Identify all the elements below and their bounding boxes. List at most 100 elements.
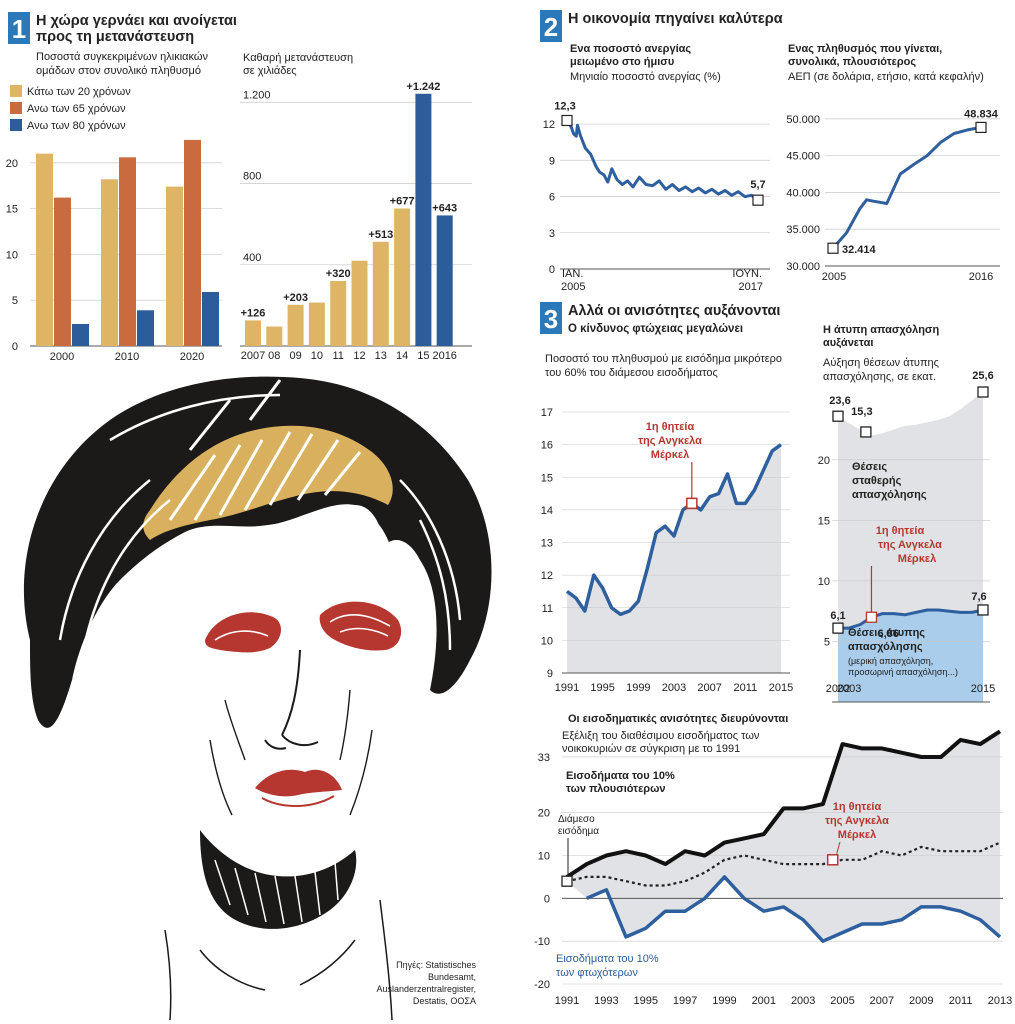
migration-y-tick: 800 xyxy=(243,171,261,183)
gdp-y-tick: 35.000 xyxy=(786,224,820,236)
atypical-chart-subtitle-line2: απασχόλησης, σε εκατ. xyxy=(823,371,936,383)
income-y-tick: 20 xyxy=(538,808,550,820)
age-bar xyxy=(101,179,118,346)
age-bar xyxy=(119,157,136,346)
atypical-end-marker xyxy=(977,604,989,616)
income-chart-subtitle-line2: νοικοκυριών σε σύγκριση με το 1991 xyxy=(562,743,740,755)
poverty-chart-title: Ποσοστό του πληθυσμού με εισόδημα μικρότ… xyxy=(545,353,782,365)
section3-subtitle: Ο κίνδυνος φτώχειας μεγαλώνει xyxy=(568,323,743,335)
gdp-y-tick: 45.000 xyxy=(786,151,820,163)
income-x-tick: 2007 xyxy=(870,995,894,1007)
section3-number-box xyxy=(540,302,562,334)
source-line2: Bundesamt, xyxy=(428,972,476,982)
gdp-y-tick: 40.000 xyxy=(786,187,820,199)
poverty-annotation: 1η θητεία της Ανγκελα Μέρκελ xyxy=(638,421,702,461)
gdp-start-label: 32.414 xyxy=(842,244,877,256)
poverty-chart-title-line2: του 60% του διάμεσου εισοδήματος xyxy=(545,367,718,379)
income-y-tick: -10 xyxy=(534,936,550,948)
poverty-annotation-line3: Μέρκελ xyxy=(651,449,689,461)
atypical-note-line1: (μερική απασχόληση, xyxy=(848,656,933,666)
atypical-chart-title: Η άτυπη απασχόληση xyxy=(823,324,939,336)
migration-x-label: 2007 xyxy=(241,350,265,362)
age-chart-title-line2: ομάδων στον συνολικό πληθυσμό xyxy=(36,65,201,77)
poverty-x-tick: 2011 xyxy=(734,682,758,694)
portrait-hair-gold xyxy=(143,425,393,540)
section2-header: 2 Η οικονομία πηγαίνει καλύτερα xyxy=(540,10,783,42)
atypical-note-line2: προσωρινή απασχόληση...) xyxy=(848,667,958,677)
portrait-lips-lower xyxy=(261,795,335,807)
age-y-tick: 5 xyxy=(12,295,18,307)
migration-chart: Καθαρή μετανάστευση σε χιλιάδες 400 800 1.… xyxy=(240,52,472,362)
gdp-x-start: 2005 xyxy=(822,271,846,283)
income-annotation-line1: 1η θητεία xyxy=(833,801,882,813)
unemployment-chart-title: Ενα ποσοστό ανεργίας xyxy=(570,43,691,55)
atypical-merkel-label: 6,86 xyxy=(877,628,898,640)
migration-value-label: +677 xyxy=(390,196,415,208)
age-legend: Κάτω των 20 χρόνων Ανω των 65 χρόνων Ανω… xyxy=(10,85,131,132)
migration-bar xyxy=(308,302,325,346)
section3-number: 3 xyxy=(544,304,558,334)
portrait-eye-left xyxy=(205,612,282,653)
legend-label-under20: Κάτω των 20 χρόνων xyxy=(27,86,131,98)
migration-x-label: 13 xyxy=(375,350,387,362)
poverty-annotation-line2: της Ανγκελα xyxy=(638,435,702,447)
income-x-tick: 1997 xyxy=(673,995,697,1007)
section1-number-box xyxy=(8,12,30,44)
section2-number-box xyxy=(540,10,562,42)
atypical-merkel-marker xyxy=(865,611,878,623)
legend-swatch-over65 xyxy=(10,102,22,114)
portrait-hair-gold-strands xyxy=(168,379,362,521)
unemployment-end-marker xyxy=(752,194,764,206)
section3-title: Αλλά οι ανισότητες αυξάνονται xyxy=(568,303,780,319)
atypical-stable-label: Θέσεις σταθερής απασχόλησης xyxy=(852,461,927,501)
poverty-y-tick: 15 xyxy=(541,472,553,484)
legend-label-over65: Ανω των 65 χρόνων xyxy=(27,103,126,115)
age-x-label: 2010 xyxy=(115,351,139,363)
poverty-x-tick: 2007 xyxy=(697,682,721,694)
poverty-merkel-marker xyxy=(686,497,698,510)
portrait-jaw-shading xyxy=(200,830,357,929)
atypical-label-line1: Θέσεις άτυπης xyxy=(848,627,925,639)
migration-x-label: 11 xyxy=(332,350,343,362)
portrait-hair-strands xyxy=(58,393,462,671)
migration-value-label: +643 xyxy=(432,202,457,214)
age-bar xyxy=(36,153,53,346)
gdp-chart-subtitle: ΑΕΠ (σε δολάρια, ετήσιο, κατά κεφαλήν) xyxy=(788,71,984,83)
age-x-label: 2020 xyxy=(180,351,204,363)
migration-x-label: 10 xyxy=(311,350,323,362)
migration-bar xyxy=(372,241,389,346)
migration-bar xyxy=(415,93,432,346)
age-y-tick: 15 xyxy=(6,204,18,216)
income-annotation-line3: Μέρκελ xyxy=(838,829,876,841)
portrait-jaw-hatching xyxy=(214,859,339,925)
unemployment-chart: Ενα ποσοστό ανεργίας μειωμένο στο ήμισυ … xyxy=(543,43,770,293)
income-chart-subtitle: Εξέλιξη του διαθέσιμου εισοδήματος των xyxy=(562,730,760,742)
unemployment-y-tick: 3 xyxy=(549,228,555,240)
atypical-x-tick: 2002 xyxy=(826,683,850,695)
poverty-y-tick: 14 xyxy=(541,505,553,517)
poverty-x-tick: 1991 xyxy=(555,682,579,694)
migration-x-label: 14 xyxy=(396,350,408,362)
source-line4: Destatis, ΟΟΣΑ xyxy=(413,996,476,1006)
atypical-x-tick: 2003 xyxy=(837,683,861,695)
richest-income-line xyxy=(565,729,1002,879)
income-inequality-chart: Οι εισοδηματικές ανισότητες διευρύνονται… xyxy=(534,713,1012,1007)
poverty-x-tick: 1995 xyxy=(590,682,614,694)
unemployment-chart-subtitle: Μηνιαίο ποσοστό ανεργίας (%) xyxy=(570,71,721,83)
unemployment-x-end-year: 2017 xyxy=(739,281,763,293)
gdp-chart-title-line2: συνολικά, πλουσιότερος xyxy=(788,56,916,68)
atypical-employment-chart: Η άτυπη απασχόληση αυξάνεται Αύξηση θέσε… xyxy=(818,324,995,703)
income-x-tick: 1999 xyxy=(712,995,736,1007)
section2-number: 2 xyxy=(544,12,558,42)
poverty-annotation-line1: 1η θητεία xyxy=(646,421,695,433)
median-label-line1: Διάμεσο xyxy=(558,813,595,825)
poverty-line xyxy=(565,443,783,617)
gdp-start-marker xyxy=(827,242,839,254)
portrait-illustration xyxy=(23,376,492,1021)
atypical-start-marker xyxy=(832,622,844,634)
section1-number: 1 xyxy=(12,14,26,44)
stable-label-line3: απασχόλησης xyxy=(852,489,927,501)
gdp-end-marker xyxy=(975,121,987,134)
income-x-tick: 1995 xyxy=(633,995,657,1007)
